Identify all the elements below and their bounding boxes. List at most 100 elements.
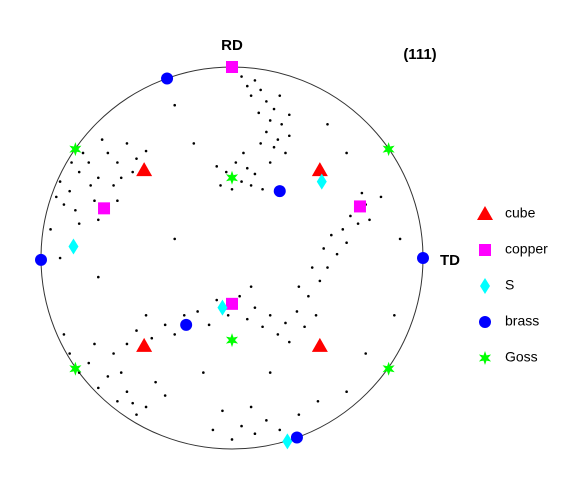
data-point bbox=[276, 333, 280, 336]
chart-title: (111) bbox=[403, 46, 436, 63]
data-point bbox=[284, 321, 287, 325]
data-point bbox=[58, 256, 62, 260]
data-point bbox=[144, 149, 148, 153]
data-point bbox=[268, 161, 272, 164]
marker-copper bbox=[353, 200, 366, 213]
data-point bbox=[93, 199, 96, 202]
data-point bbox=[131, 401, 134, 405]
data-point bbox=[238, 294, 241, 298]
legend-label: copper bbox=[505, 241, 548, 257]
data-point bbox=[284, 151, 287, 155]
marker-brass bbox=[35, 253, 47, 266]
data-point bbox=[316, 399, 320, 403]
data-point bbox=[257, 111, 261, 115]
data-point bbox=[253, 432, 257, 436]
data-point bbox=[62, 203, 66, 206]
data-point bbox=[265, 130, 268, 134]
marker-s bbox=[68, 238, 79, 255]
data-point bbox=[87, 361, 91, 365]
data-point bbox=[119, 371, 123, 374]
legend-marker bbox=[480, 278, 490, 294]
data-point bbox=[314, 314, 318, 317]
data-point bbox=[135, 157, 138, 160]
data-point bbox=[245, 166, 249, 170]
rd-label: RD bbox=[221, 37, 243, 54]
data-point bbox=[230, 187, 234, 191]
marker-cube bbox=[136, 337, 153, 352]
data-point bbox=[368, 218, 371, 222]
data-point bbox=[163, 323, 167, 327]
data-point bbox=[144, 405, 148, 409]
legend-marker bbox=[477, 206, 493, 220]
data-point bbox=[97, 275, 100, 279]
marker-brass bbox=[180, 318, 193, 331]
marker-copper bbox=[226, 297, 238, 310]
data-point bbox=[261, 325, 264, 329]
data-point bbox=[119, 176, 123, 180]
data-point bbox=[297, 285, 301, 288]
data-point bbox=[74, 208, 77, 212]
marker-goss bbox=[69, 361, 82, 376]
data-point bbox=[144, 314, 148, 317]
data-point bbox=[288, 113, 291, 117]
data-point bbox=[265, 100, 268, 103]
data-point bbox=[106, 151, 110, 155]
data-point bbox=[49, 228, 52, 231]
data-point bbox=[360, 191, 364, 195]
data-point bbox=[326, 266, 329, 269]
data-point bbox=[150, 336, 154, 340]
marker-brass bbox=[161, 72, 174, 85]
pole-figure-circle bbox=[40, 66, 424, 450]
data-point bbox=[89, 184, 92, 187]
data-point bbox=[326, 123, 329, 126]
data-point bbox=[97, 218, 100, 222]
data-point bbox=[349, 214, 352, 218]
data-point bbox=[116, 161, 119, 164]
data-point bbox=[268, 371, 272, 374]
legend-marker bbox=[479, 244, 491, 256]
data-point bbox=[215, 298, 219, 302]
data-point bbox=[154, 380, 157, 384]
legend-label: cube bbox=[505, 205, 536, 221]
data-point bbox=[211, 428, 215, 432]
legend-label: brass bbox=[505, 313, 539, 329]
data-point bbox=[330, 233, 333, 237]
data-point bbox=[202, 371, 205, 374]
data-point bbox=[259, 142, 262, 145]
data-point bbox=[221, 409, 224, 413]
data-point bbox=[379, 195, 383, 199]
data-point bbox=[182, 314, 186, 317]
data-point bbox=[54, 195, 58, 199]
data-point bbox=[106, 375, 110, 378]
marker-goss bbox=[69, 142, 82, 157]
data-point bbox=[297, 413, 301, 416]
data-point bbox=[249, 285, 253, 288]
data-point bbox=[112, 184, 115, 187]
marker-goss bbox=[382, 142, 395, 157]
marker-cube bbox=[311, 337, 328, 352]
data-point bbox=[288, 134, 291, 138]
data-point bbox=[303, 325, 306, 329]
data-point bbox=[310, 266, 314, 269]
data-point bbox=[268, 119, 272, 122]
data-point bbox=[249, 405, 253, 409]
data-point bbox=[345, 390, 348, 394]
data-point bbox=[245, 84, 249, 88]
data-point bbox=[249, 184, 253, 187]
data-point bbox=[58, 180, 62, 183]
data-point bbox=[249, 94, 253, 97]
marker-brass bbox=[290, 431, 303, 444]
data-point bbox=[226, 314, 230, 317]
data-point bbox=[234, 161, 238, 164]
data-point bbox=[135, 329, 138, 332]
data-point bbox=[230, 438, 234, 441]
data-point bbox=[261, 187, 264, 191]
data-point bbox=[87, 161, 91, 164]
data-point bbox=[215, 165, 219, 168]
marker-copper bbox=[226, 61, 238, 73]
data-point bbox=[125, 142, 129, 145]
marker-cube bbox=[136, 162, 153, 177]
data-point bbox=[240, 180, 243, 183]
data-point bbox=[280, 123, 283, 126]
